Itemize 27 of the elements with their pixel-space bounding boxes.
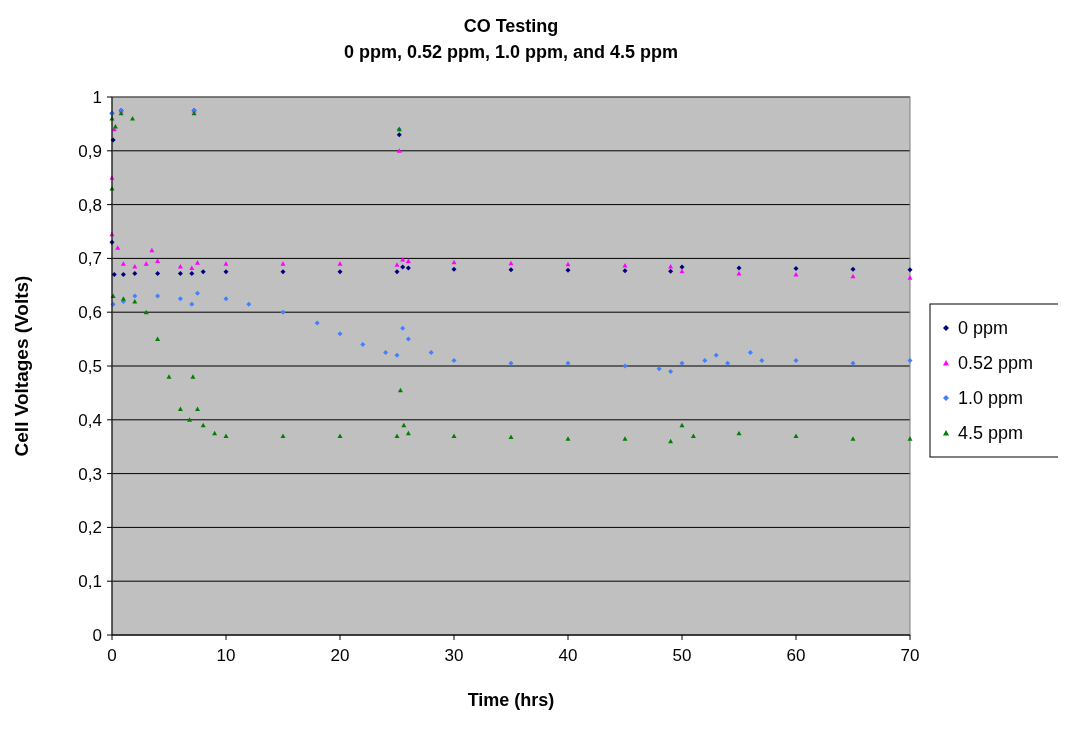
y-tick-label: 0,4 [78,410,102,430]
x-tick-label: 60 [786,646,806,665]
x-tick-label: 10 [216,646,236,665]
chart-title: CO Testing [463,16,559,36]
x-tick-label: 20 [330,646,350,665]
legend-label: 0.52 ppm [958,353,1034,374]
y-axis-title: Cell Voltages (Volts) [11,275,32,457]
y-tick-label: 0,9 [78,141,102,161]
x-tick-label: 0 [107,646,117,665]
y-tick-label: 0,2 [78,518,102,538]
y-tick-label: 0,7 [78,249,102,269]
x-axis-title: Time (hrs) [467,690,555,710]
y-tick-label: 0,5 [78,356,102,376]
legend-label: 1.0 ppm [958,388,1024,409]
y-tick-label: 0,6 [78,303,102,323]
x-tick-label: 40 [558,646,578,665]
y-tick-label: 0,8 [78,195,102,215]
x-tick-label: 30 [444,646,464,665]
legend-label: 4.5 ppm [958,423,1024,444]
x-tick-label: 50 [672,646,692,665]
x-tick-label: 70 [900,646,920,665]
y-tick-label: 0,3 [78,464,102,484]
chart-subtitle: 0 ppm, 0.52 ppm, 1.0 ppm, and 4.5 ppm [343,42,679,62]
y-tick-label: 0 [92,625,102,645]
y-tick-label: 0,1 [78,572,102,592]
y-tick-label: 1 [92,87,102,107]
legend-label: 0 ppm [958,318,1009,339]
